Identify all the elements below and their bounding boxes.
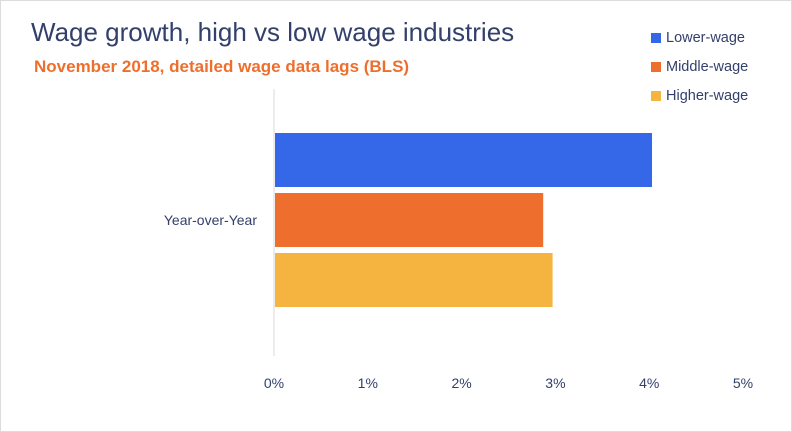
legend-swatch-lower-wage xyxy=(651,32,661,43)
legend-label-higher-wage: Higher-wage xyxy=(666,87,749,104)
x-tick-label: 4% xyxy=(639,375,659,391)
legend-label-lower-wage: Lower-wage xyxy=(666,29,745,46)
chart-title: Wage growth, high vs low wage industries xyxy=(31,17,515,47)
category-label: Year-over-Year xyxy=(164,212,257,228)
x-tick-label: 5% xyxy=(733,375,753,391)
legend: Lower-wage Middle-wage Higher-wage xyxy=(651,23,748,110)
legend-swatch-higher-wage xyxy=(651,90,661,101)
bar-middle-wage xyxy=(275,193,544,247)
x-tick-label: 2% xyxy=(451,375,471,391)
legend-item-higher-wage: Higher-wage xyxy=(651,81,748,110)
legend-item-middle-wage: Middle-wage xyxy=(651,52,748,81)
legend-swatch-middle-wage xyxy=(651,61,661,72)
x-tick-label: 3% xyxy=(545,375,565,391)
bar-lower-wage xyxy=(275,133,653,187)
x-tick-label: 0% xyxy=(264,375,284,391)
legend-item-lower-wage: Lower-wage xyxy=(651,23,748,52)
bar-higher-wage xyxy=(275,253,553,307)
x-tick-label: 1% xyxy=(358,375,378,391)
chart-subtitle: November 2018, detailed wage data lags (… xyxy=(34,57,410,76)
legend-label-middle-wage: Middle-wage xyxy=(666,58,749,75)
